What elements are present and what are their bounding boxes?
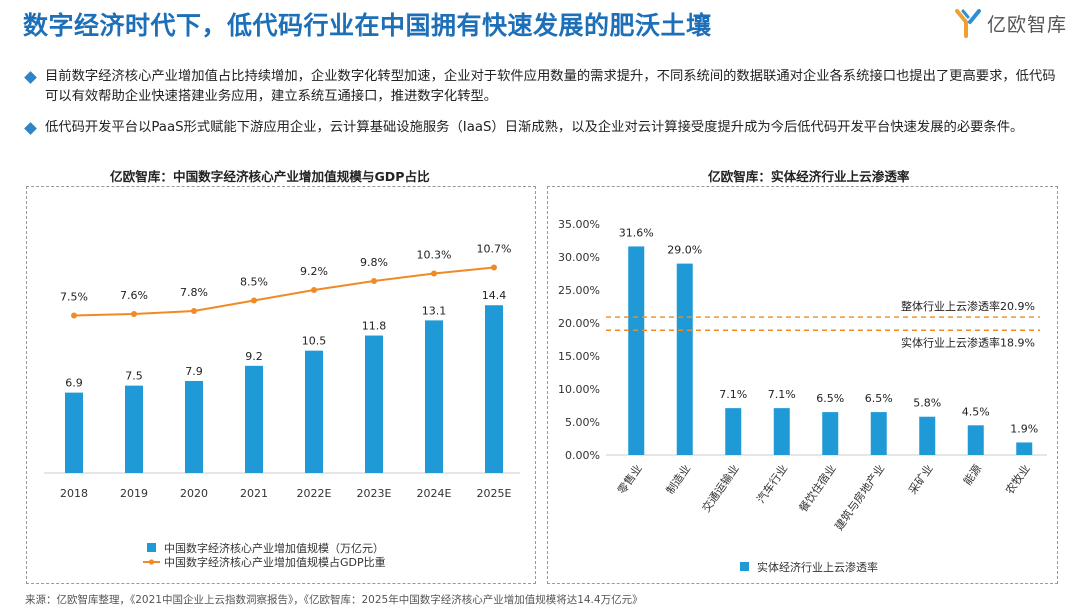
bar-value-label: 29.0%: [667, 244, 702, 257]
x-tick-label: 2021: [240, 487, 268, 500]
bar: [967, 425, 984, 455]
x-tick-label: 采矿业: [906, 462, 936, 496]
bar: [185, 380, 203, 473]
x-tick-label: 农牧业: [1002, 462, 1032, 497]
line-point: [131, 311, 137, 317]
line-value-label: 9.2%: [300, 265, 328, 278]
x-tick-label: 2023E: [357, 487, 392, 500]
line-point: [251, 297, 257, 304]
line-value-label: 9.8%: [360, 256, 388, 269]
legend-line-marker: [148, 559, 155, 565]
y-tick-label: 20.00%: [558, 317, 600, 330]
bar: [425, 320, 443, 473]
x-tick-label: 零售业: [614, 462, 644, 497]
y-tick-label: 10.00%: [558, 383, 600, 396]
right-chart-title: 亿欧智库：实体经济行业上云渗透率: [708, 169, 910, 184]
legend-bar-swatch: [147, 543, 156, 552]
line-value-label: 8.5%: [240, 276, 268, 289]
bar: [125, 385, 143, 473]
bar: [725, 408, 742, 455]
y-tick-label: 15.00%: [558, 350, 600, 363]
bar-value-label: 6.5%: [865, 392, 893, 405]
line-value-label: 10.7%: [477, 243, 512, 256]
bar: [485, 305, 503, 473]
x-tick-label: 能源: [960, 462, 984, 488]
bar: [919, 416, 936, 455]
line-value-label: 10.3%: [417, 249, 452, 262]
bar: [676, 263, 693, 455]
bar-value-label: 31.6%: [619, 226, 654, 239]
left-chart-title: 亿欧智库：中国数字经济核心产业增加值规模与GDP占比: [110, 169, 430, 184]
legend-line-label: 中国数字经济核心产业增加值规模占GDP比重: [164, 555, 386, 569]
y-tick-label: 30.00%: [558, 251, 600, 264]
bullet-text: 目前数字经济核心产业增加值占比持续增加，企业数字化转型加速，企业对于软件应用数量…: [45, 69, 1056, 104]
source-note: 来源：亿欧智库整理，《2021中国企业上云指数洞察报告》，《亿欧智库：2025年…: [25, 594, 643, 606]
logo-icon: [955, 9, 981, 38]
bar-value-label: 10.5: [302, 335, 327, 348]
x-tick-label: 2024E: [417, 487, 452, 500]
x-tick-label: 2018: [60, 487, 88, 500]
gdp-share-line: [73, 266, 495, 317]
bar-value-label: 13.1: [422, 304, 447, 317]
line-point: [491, 264, 497, 271]
page-title: 数字经济时代下，低代码行业在中国拥有快速发展的肥沃土壤: [23, 11, 712, 40]
bar: [1016, 442, 1033, 455]
right-chart-frame: [547, 186, 1058, 584]
y-tick-label: 5.00%: [565, 416, 600, 429]
bar: [822, 412, 839, 455]
bar: [628, 246, 645, 455]
bar-value-label: 11.8: [362, 320, 387, 333]
bar-value-label: 7.1%: [719, 388, 747, 401]
bar: [245, 365, 263, 473]
bar-value-label: 9.2: [245, 350, 263, 363]
line-point: [71, 312, 77, 319]
x-tick-label: 2022E: [297, 487, 332, 500]
reference-line-label: 实体行业上云渗透率18.9%: [901, 335, 1035, 349]
bar-value-label: 7.5: [125, 370, 143, 383]
bar-value-label: 6.9: [65, 377, 83, 390]
bullet-2: 低代码开发平台以PaaS形式赋能下游应用企业，云计算基础设施服务（IaaS）日渐…: [24, 118, 1056, 138]
left-chart-frame: [26, 186, 536, 584]
logo-text: 亿欧智库: [987, 13, 1068, 36]
legend-bar-swatch: [740, 562, 749, 571]
y-tick-label: 35.00%: [558, 218, 600, 231]
logo: 亿欧智库: [955, 8, 1067, 38]
x-tick-label: 建筑与房地产业: [832, 462, 888, 533]
y-tick-label: 25.00%: [558, 284, 600, 297]
bar-value-label: 6.5%: [816, 392, 844, 405]
bar-value-label: 7.9: [185, 365, 203, 378]
y-tick-label: 0.00%: [565, 449, 600, 462]
x-tick-label: 汽车行业: [754, 462, 791, 506]
bar-value-label: 7.1%: [768, 388, 796, 401]
x-tick-label: 交通运输业: [699, 462, 742, 515]
bar-value-label: 5.8%: [913, 397, 941, 410]
line-value-label: 7.5%: [60, 291, 88, 304]
x-tick-label: 制造业: [663, 462, 693, 497]
x-tick-label: 2020: [180, 487, 208, 500]
bar: [65, 392, 83, 473]
line-value-label: 7.6%: [120, 289, 148, 302]
bullet-1: 目前数字经济核心产业增加值占比持续增加，企业数字化转型加速，企业对于软件应用数量…: [24, 67, 1056, 107]
x-tick-label: 2019: [120, 487, 148, 500]
bar: [305, 350, 323, 473]
bar-value-label: 4.5%: [962, 405, 990, 418]
line-point: [371, 278, 377, 284]
legend-bar-label: 实体经济行业上云渗透率: [757, 560, 878, 574]
reference-line-label: 整体行业上云渗透率20.9%: [901, 299, 1035, 313]
bar: [773, 408, 790, 455]
line-point: [191, 308, 197, 314]
bar: [870, 412, 887, 455]
legend-bar-label: 中国数字经济核心产业增加值规模（万亿元）: [164, 541, 384, 555]
line-point: [311, 287, 317, 293]
line-point: [431, 270, 437, 277]
bar-value-label: 1.9%: [1010, 422, 1038, 435]
x-tick-label: 餐饮住宿业: [796, 462, 839, 515]
bar: [365, 335, 383, 473]
x-tick-label: 2025E: [477, 487, 512, 500]
bar-value-label: 14.4: [482, 289, 507, 302]
line-value-label: 7.8%: [180, 286, 208, 299]
bullet-text: 低代码开发平台以PaaS形式赋能下游应用企业，云计算基础设施服务（IaaS）日渐…: [45, 120, 1024, 135]
